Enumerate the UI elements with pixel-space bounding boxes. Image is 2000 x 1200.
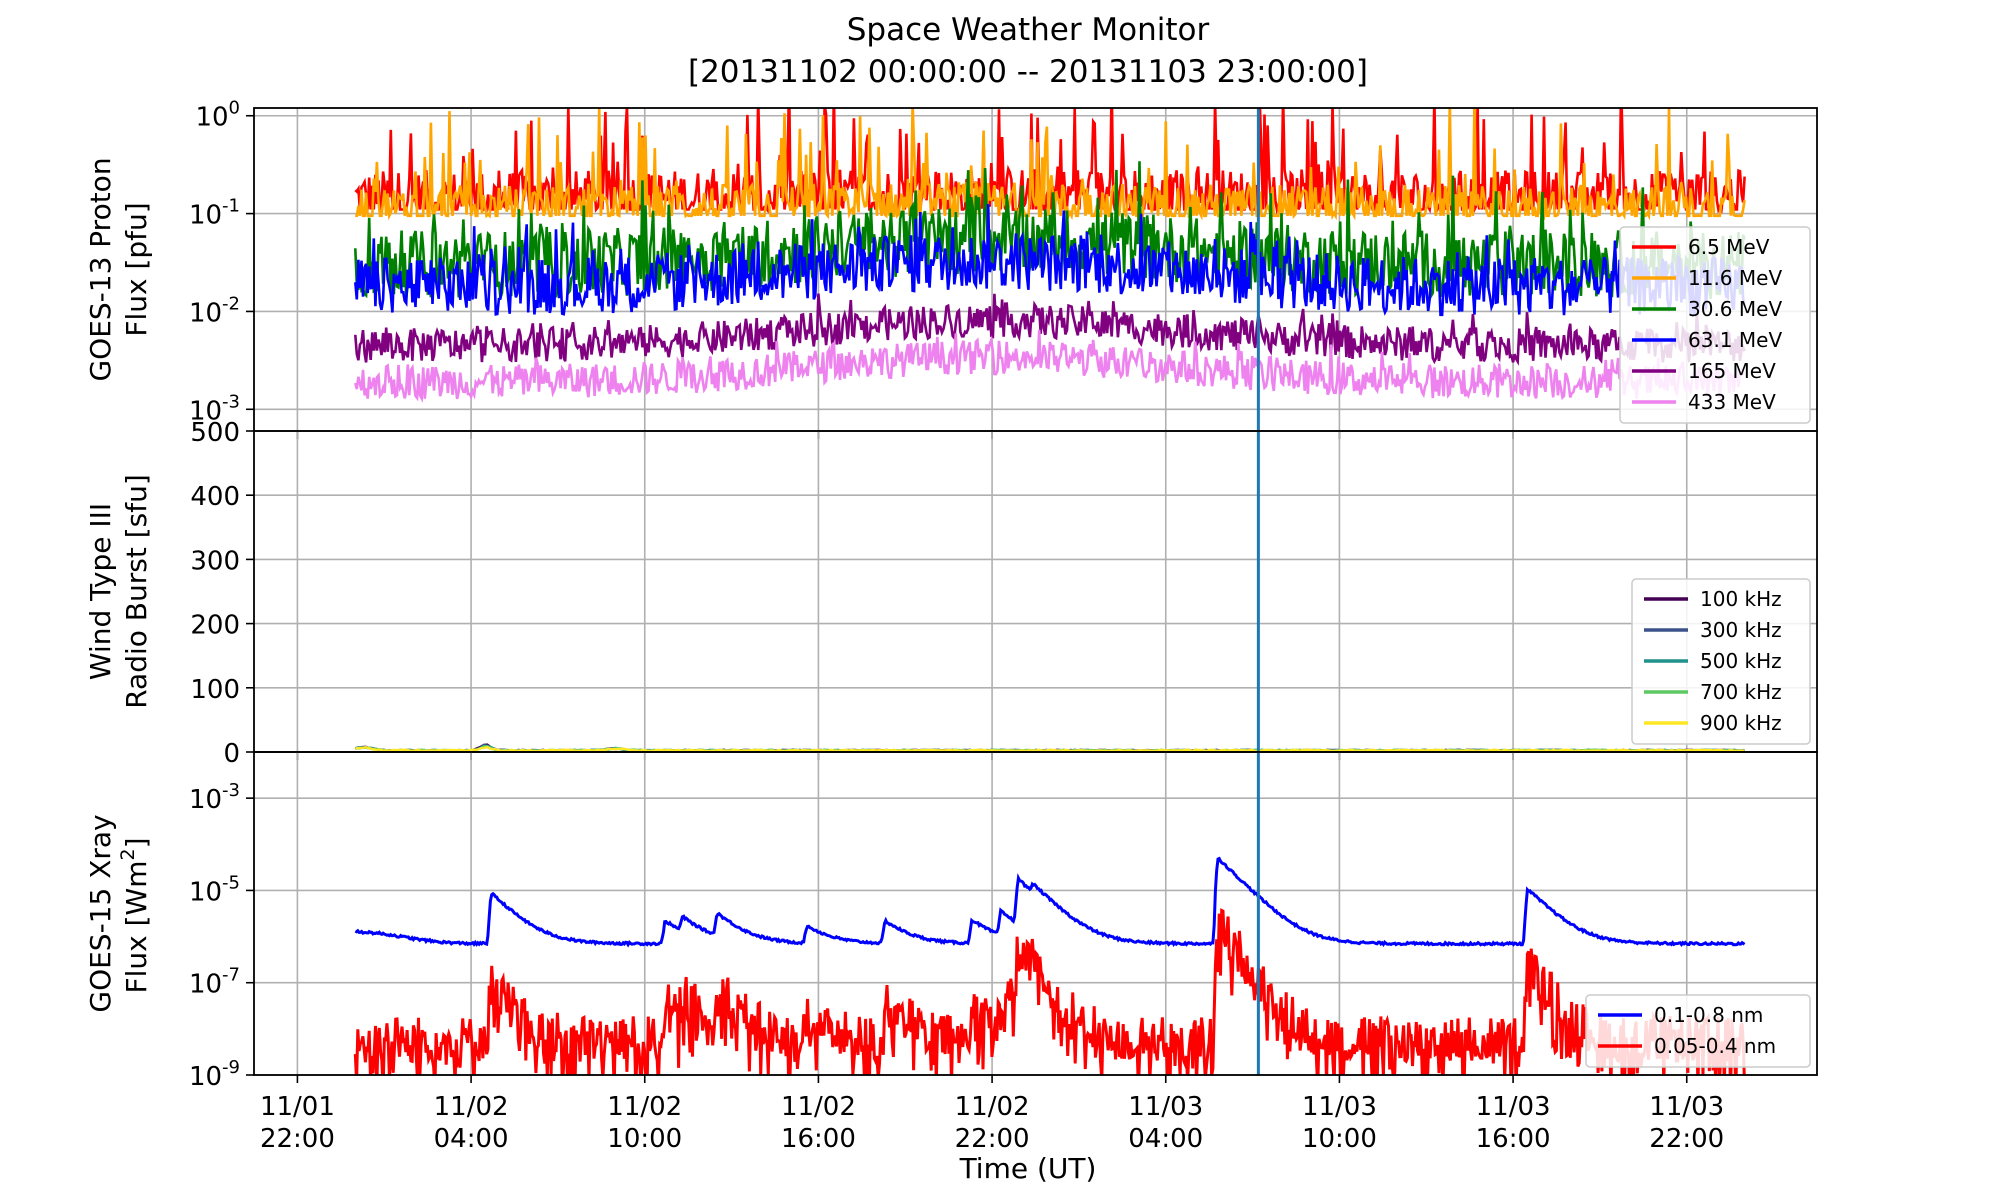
y-tick-label: 10-1	[189, 196, 240, 231]
y-tick-label: 500	[190, 418, 240, 448]
legend: 100 kHz 300 kHz 500 kHz 700 kHz 900 kHz	[1631, 578, 1811, 745]
x-tick-label: 11/02	[434, 1092, 509, 1122]
y-tick-label: 10-3	[189, 391, 240, 426]
series-group	[354, 108, 1746, 404]
panel-proton: 100 10-1 10-2 10-3 GOES-13 Proton Flux [pfu] 6…	[84, 98, 1818, 439]
x-tick-label: 04:00	[434, 1124, 509, 1154]
series-line-11-6-mev	[355, 108, 1746, 221]
x-tick-label: 11/02	[955, 1092, 1030, 1122]
series-group	[354, 743, 1745, 752]
x-tick-label: 10:00	[1302, 1124, 1377, 1154]
x-tick-label: 11/02	[607, 1092, 682, 1122]
x-tick-label: 22:00	[260, 1124, 335, 1154]
panel-frame	[253, 430, 1818, 753]
series-line-165-mev	[354, 293, 1746, 366]
legend-label: 30.6 MeV	[1688, 297, 1782, 321]
y-axis-label: GOES-15 Xray Flux [Wm2]	[84, 814, 153, 1012]
figure-subtitle: [20131102 00:00:00 -- 20131103 23:00:00]	[688, 54, 1368, 90]
legend-box	[1619, 226, 1811, 424]
legend-label: 700 kHz	[1700, 680, 1782, 704]
x-tick-label: 22:00	[1649, 1124, 1724, 1154]
figure-title: Space Weather Monitor	[847, 12, 1210, 48]
x-tick-label: 04:00	[1128, 1124, 1203, 1154]
series-group	[353, 856, 1746, 1075]
y-tick-label: 400	[190, 482, 240, 512]
y-tick-label: 200	[190, 611, 240, 641]
y-axis-label: GOES-13 Proton Flux [pfu]	[84, 157, 153, 381]
y-tick-label: 300	[190, 546, 240, 576]
y-tick-label: 10-2	[189, 293, 240, 328]
x-tick-label: 11/03	[1302, 1092, 1377, 1122]
x-tick-label: 22:00	[955, 1124, 1030, 1154]
legend-label: 500 kHz	[1700, 649, 1782, 673]
y-tick-label: 10-7	[189, 965, 240, 1000]
series-line-0.05-0.4-nm	[353, 908, 1746, 1075]
legend-label: 165 MeV	[1688, 359, 1776, 383]
legend-label: 11.6 MeV	[1688, 266, 1782, 290]
legend-box	[1585, 994, 1811, 1068]
series-line-433-mev	[354, 329, 1746, 404]
panel-radio: 0 100 200 300 400 500 Wind Type III Radio Burst…	[84, 418, 1818, 769]
y-axis-label: Wind Type III Radio Burst [sfu]	[84, 474, 153, 709]
x-axis-label: Time (UT)	[959, 1152, 1097, 1185]
legend-box	[1631, 578, 1811, 745]
legend-label: 63.1 MeV	[1688, 328, 1782, 352]
panel-frame	[253, 751, 1818, 1076]
panel-xray: 10-3 10-5 10-7 10-9 GOES-15 Xray Flux [Wm2] 0.…	[84, 751, 1818, 1092]
x-tick-label: 11/03	[1128, 1092, 1203, 1122]
y-tick-label: 0	[223, 739, 240, 769]
legend-label: 100 kHz	[1700, 587, 1782, 611]
x-tick-label: 11/02	[781, 1092, 856, 1122]
legend-label: 300 kHz	[1700, 618, 1782, 642]
y-tick-label: 10-5	[189, 872, 240, 907]
legend-label: 900 kHz	[1700, 711, 1782, 735]
x-tick-label: 16:00	[781, 1124, 856, 1154]
y-tick-label: 100	[190, 675, 240, 705]
legend-label: 0.1-0.8 nm	[1654, 1003, 1763, 1027]
x-tick-label: 16:00	[1476, 1124, 1551, 1154]
series-line-900-khz	[355, 745, 1745, 752]
y-tick-label: 10-9	[189, 1057, 240, 1092]
x-tick-label: 11/01	[260, 1092, 335, 1122]
legend-label: 433 MeV	[1688, 390, 1776, 414]
legend: 0.1-0.8 nm 0.05-0.4 nm	[1585, 994, 1811, 1068]
legend: 6.5 MeV 11.6 MeV 30.6 MeV 63.1 MeV 165 MeV 43…	[1619, 226, 1811, 424]
legend-label: 0.05-0.4 nm	[1654, 1034, 1776, 1058]
series-line-0.1-0.8-nm	[354, 856, 1746, 948]
x-tick-label: 10:00	[607, 1124, 682, 1154]
series-line-63-1-mev	[354, 204, 1746, 318]
y-tick-label: 10-3	[189, 780, 240, 815]
legend-label: 6.5 MeV	[1688, 235, 1770, 259]
plot-area: 100 10-1 10-2 10-3 GOES-13 Proton Flux [pfu] 6…	[84, 98, 1818, 1154]
x-tick-label: 11/03	[1649, 1092, 1724, 1122]
x-tick-label: 11/03	[1476, 1092, 1551, 1122]
y-tick-label: 100	[195, 98, 240, 133]
